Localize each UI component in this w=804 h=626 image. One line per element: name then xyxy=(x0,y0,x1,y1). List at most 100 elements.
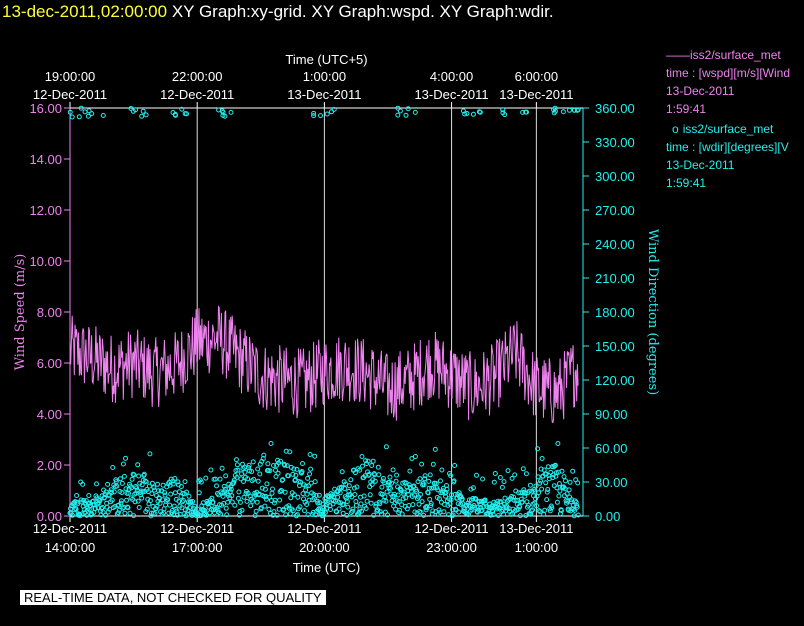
x-tick-label-bottom-time: 17:00:00 xyxy=(172,540,223,555)
wdir-point xyxy=(397,108,403,114)
wdir-point xyxy=(245,476,251,482)
wdir-point xyxy=(369,482,375,487)
wdir-point xyxy=(304,491,310,497)
wdir-point xyxy=(136,473,142,479)
wdir-point xyxy=(304,502,310,507)
wdir-point xyxy=(473,496,479,502)
wdir-point xyxy=(522,493,528,499)
wdir-point xyxy=(407,468,413,474)
wdir-point xyxy=(421,512,427,518)
wdir-point xyxy=(470,111,476,117)
wdir-point xyxy=(79,511,85,517)
wdir-point xyxy=(233,457,239,463)
wdir-point xyxy=(491,479,497,485)
wdir-point xyxy=(266,506,272,512)
wdir-point xyxy=(535,474,541,480)
x-tick-label-bottom-time: 20:00:00 xyxy=(299,540,350,555)
wdir-point xyxy=(427,472,433,478)
wdir-point xyxy=(286,505,292,511)
wdir-point xyxy=(178,484,184,489)
wdir-point xyxy=(353,499,359,504)
wdir-point xyxy=(114,483,120,489)
wdir-point xyxy=(103,512,109,518)
x-tick-label-top-date: 13-Dec-2011 xyxy=(414,87,488,102)
wdir-point xyxy=(455,501,461,507)
wdir-point xyxy=(559,468,565,474)
wdir-point xyxy=(361,493,367,499)
wdir-point xyxy=(331,106,337,112)
wdir-point xyxy=(464,511,470,517)
wdir-point xyxy=(127,510,133,516)
wdir-point xyxy=(274,512,280,518)
wdir-point xyxy=(378,511,384,517)
wdir-point xyxy=(241,479,246,484)
wdir-point xyxy=(142,478,148,484)
x-tick-label-bottom-date: 12-Dec-2011 xyxy=(160,521,234,536)
wdir-point xyxy=(492,471,498,476)
wdir-point xyxy=(449,513,455,519)
wdir-point xyxy=(260,456,266,461)
wdir-point xyxy=(480,476,486,482)
wdir-point xyxy=(520,466,526,472)
wdir-point xyxy=(74,493,80,498)
y-tick-label-right: 30.00 xyxy=(595,475,628,490)
wdir-point xyxy=(488,512,494,518)
wdir-point xyxy=(418,509,424,515)
wdir-point xyxy=(384,489,390,495)
wdir-point xyxy=(421,482,427,488)
wdir-point xyxy=(174,512,180,518)
wdir-point xyxy=(349,508,355,514)
wdir-point xyxy=(149,480,155,486)
wdir-point xyxy=(277,497,283,503)
wdir-point xyxy=(328,507,333,512)
wdir-point xyxy=(224,512,230,518)
wdir-point xyxy=(287,449,293,455)
wdir-point xyxy=(146,483,152,489)
wdir-point xyxy=(110,465,116,470)
wdir-point xyxy=(394,472,400,478)
wdir-point xyxy=(551,483,557,489)
y-tick-label-right: 300.00 xyxy=(595,169,635,184)
wdir-point xyxy=(428,503,434,509)
wdir-point xyxy=(124,497,129,503)
wdir-point xyxy=(316,492,322,498)
wdir-point xyxy=(372,478,378,484)
legend-wspd-date: 13-Dec-2011 xyxy=(666,84,735,98)
wdir-point xyxy=(156,488,161,494)
wdir-point xyxy=(313,493,319,498)
wdir-point xyxy=(552,462,558,468)
wdir-point xyxy=(395,492,401,498)
wdir-point xyxy=(187,505,193,511)
wdir-point xyxy=(67,109,73,115)
wdir-point xyxy=(428,501,434,506)
wdir-point xyxy=(151,485,157,491)
wdir-point xyxy=(383,444,389,450)
wdir-point xyxy=(302,508,307,514)
wdir-point xyxy=(100,113,106,118)
wdir-point xyxy=(429,485,435,491)
wdir-point xyxy=(162,490,168,496)
wdir-point xyxy=(426,478,432,484)
wdir-point xyxy=(217,476,223,482)
wdir-point xyxy=(410,502,416,508)
x-tick-label-top-time: 22:00:00 xyxy=(172,69,223,84)
wdir-point xyxy=(367,492,373,498)
wdir-point xyxy=(348,477,354,483)
y-tick-label-left: 0.00 xyxy=(37,509,62,524)
wdir-point xyxy=(286,503,292,509)
wdir-point xyxy=(242,469,248,475)
wdir-point xyxy=(321,504,327,510)
x-tick-label-top-date: 12-Dec-2011 xyxy=(33,87,107,102)
wdir-point xyxy=(357,467,362,473)
wdir-point xyxy=(166,510,172,516)
wdir-point xyxy=(411,492,417,498)
wdir-point xyxy=(220,112,226,118)
wdir-point xyxy=(405,492,411,497)
wdir-point xyxy=(290,508,296,514)
wdir-point xyxy=(239,507,245,513)
wdir-point xyxy=(462,111,468,117)
y-tick-label-right: 360.00 xyxy=(595,101,635,116)
wdir-point xyxy=(89,111,95,117)
wdir-point xyxy=(470,496,476,501)
wdir-point xyxy=(379,484,385,490)
